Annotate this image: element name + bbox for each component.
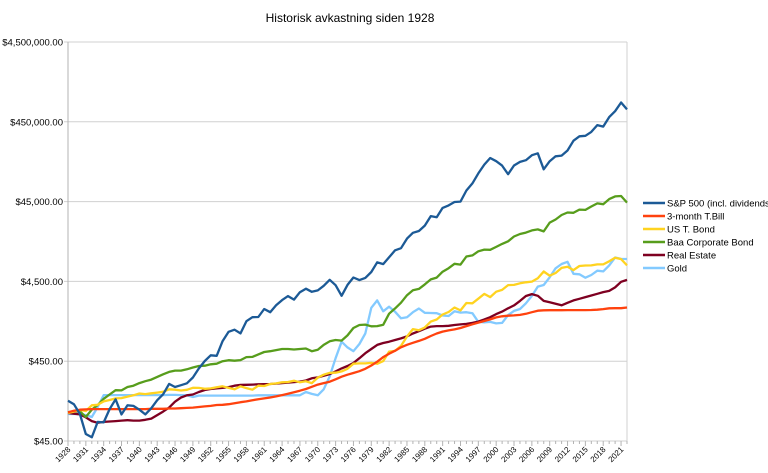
x-tick-label: 2009 <box>535 445 554 464</box>
legend-label: US T. Bond <box>667 225 715 236</box>
x-tick-label: 1946 <box>161 445 180 464</box>
x-tick-label: 1976 <box>339 445 358 464</box>
x-tick-label: 1943 <box>143 445 162 464</box>
y-tick-label: $450.00 <box>29 357 63 368</box>
x-tick-label: 1937 <box>107 445 126 464</box>
chart-title: Historisk avkastning siden 1928 <box>266 11 435 25</box>
x-tick-label: 2003 <box>499 445 518 464</box>
y-tick-label: $45,000.00 <box>15 197 63 208</box>
x-tick-label: 1949 <box>178 445 197 464</box>
x-tick-label: 2006 <box>517 445 536 464</box>
y-tick-label: $450,000.00 <box>10 117 63 128</box>
x-tick-label: 1979 <box>357 445 376 464</box>
x-tick-label: 1961 <box>250 445 269 464</box>
x-tick-label: 1940 <box>125 445 144 464</box>
y-tick-label: $45.00 <box>34 437 63 448</box>
series-line-4 <box>67 278 628 424</box>
x-tick-label: 1985 <box>392 445 411 464</box>
legend-label: S&P 500 (incl. dividends) <box>667 199 768 210</box>
x-tick-label: 1928 <box>53 445 72 464</box>
x-tick-label: 1952 <box>196 445 215 464</box>
x-tick-label: 1997 <box>464 445 483 464</box>
x-tick-label: 2015 <box>571 445 590 464</box>
series-lines <box>67 101 628 439</box>
x-tick-label: 1964 <box>268 445 287 464</box>
legend-label: Real Estate <box>667 251 716 262</box>
series-line-0 <box>67 101 628 439</box>
x-tick-label: 1988 <box>410 445 429 464</box>
x-tick-label: 1967 <box>285 445 304 464</box>
x-tick-label: 2021 <box>607 445 626 464</box>
legend: S&P 500 (incl. dividends) 3-month T.Bill U… <box>643 199 768 275</box>
y-tick-label: $4,500.00 <box>21 277 63 288</box>
x-tick-label: 1982 <box>375 445 394 464</box>
legend-label: 3-month T.Bill <box>667 212 724 223</box>
legend-label: Gold <box>667 264 687 275</box>
x-tick-label: 1970 <box>303 445 322 464</box>
series-line-2 <box>67 256 628 415</box>
x-tick-label: 1931 <box>71 445 90 464</box>
x-axis: 1928193119341937194019431946194919521955… <box>53 441 628 464</box>
x-tick-label: 2018 <box>589 445 608 464</box>
y-tick-label: $4,500,000.00 <box>2 38 63 49</box>
gridlines <box>64 41 628 442</box>
y-axis: $45.00 $450.00 $4,500.00 $45,000.00 $450,000… <box>2 38 63 448</box>
x-tick-label: 1973 <box>321 445 340 464</box>
series-line-3 <box>67 194 628 419</box>
x-tick-label: 1958 <box>232 445 251 464</box>
x-tick-label: 2012 <box>553 445 572 464</box>
x-tick-label: 1934 <box>89 445 108 464</box>
x-tick-label: 1991 <box>428 445 447 464</box>
x-tick-label: 1955 <box>214 445 233 464</box>
x-tick-label: 2000 <box>482 445 501 464</box>
legend-label: Baa Corporate Bond <box>667 238 754 249</box>
x-tick-label: 1994 <box>446 445 465 464</box>
series-line-1 <box>67 306 628 414</box>
